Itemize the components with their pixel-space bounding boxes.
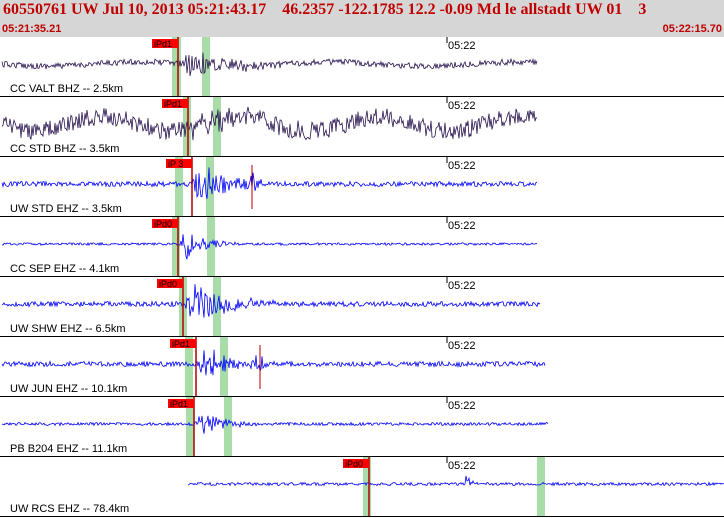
- waveform: [1, 52, 538, 77]
- trace-row: iPd1 05:22 PB B204 EHZ -- 11.1km: [0, 397, 724, 457]
- waveform: [187, 475, 724, 487]
- minute-label: 05:22: [448, 460, 476, 472]
- end-time: 05:22:15.70: [662, 23, 722, 35]
- pick-window-band: [213, 97, 221, 157]
- pick-window-band: [186, 397, 194, 457]
- pick-window-band: [175, 157, 183, 217]
- trace-row: iPd1 05:22 UW JUN EHZ -- 10.1km: [0, 337, 724, 397]
- station-label: UW STD EHZ -- 3.5km: [10, 203, 122, 215]
- station-label: CC VALT BHZ -- 2.5km: [10, 83, 123, 95]
- pick-label: iP 3: [168, 159, 183, 169]
- waveform: [1, 415, 549, 434]
- pick-flag[interactable]: [157, 279, 183, 288]
- pick-flag[interactable]: [152, 219, 178, 228]
- pick-label: iPd1: [154, 39, 172, 49]
- seismogram-panel: iPd1 05:22 CC VALT BHZ -- 2.5km iPd1 05:22 CC…: [0, 37, 724, 517]
- waveform: [1, 234, 538, 260]
- waveform: [1, 106, 538, 141]
- pick-window-band: [183, 97, 191, 157]
- pick-label: iPd0: [154, 219, 172, 229]
- station-label: PB B204 EHZ -- 11.1km: [10, 443, 127, 455]
- pick-window-band: [185, 337, 193, 397]
- minute-label: 05:22: [448, 100, 476, 112]
- trace-row: iP 3 05:22 UW STD EHZ -- 3.5km: [0, 157, 724, 217]
- trace-row: iPd1 05:22 CC STD BHZ -- 3.5km: [0, 97, 724, 157]
- pick-window-band: [172, 217, 180, 277]
- minute-label: 05:22: [448, 280, 476, 292]
- waveform: [1, 284, 541, 318]
- pick-label: iPd0: [159, 279, 177, 289]
- pick-flag[interactable]: [343, 459, 369, 468]
- start-time: 05:21:35.21: [2, 23, 62, 35]
- minute-label: 05:22: [448, 160, 476, 172]
- pick-window-band: [207, 217, 215, 277]
- pick-window-band: [537, 457, 545, 517]
- pick-flag[interactable]: [170, 339, 196, 348]
- pick-label: iPd1: [172, 339, 190, 349]
- waveform: [1, 167, 538, 199]
- station-label: UW SHW EHZ -- 6.5km: [10, 323, 126, 335]
- event-title: 60550761 UW Jul 10, 2013 05:21:43.17 46.…: [3, 1, 647, 18]
- pick-window-band: [220, 337, 228, 397]
- pick-window-band: [172, 37, 181, 97]
- trace-row: iPd0 05:22 UW RCS EHZ -- 78.4km: [0, 457, 724, 517]
- pick-label: iPd0: [345, 459, 363, 469]
- pick-flag[interactable]: [166, 159, 192, 168]
- station-label: CC STD BHZ -- 3.5km: [10, 143, 119, 155]
- pick-flag[interactable]: [162, 99, 188, 108]
- event-header: 60550761 UW Jul 10, 2013 05:21:43.17 46.…: [0, 0, 724, 37]
- pick-window-band: [224, 397, 232, 457]
- waveform: [1, 349, 546, 376]
- station-label: CC SEP EHZ -- 4.1km: [10, 263, 119, 275]
- pick-flag[interactable]: [168, 399, 194, 408]
- pick-window-band: [202, 37, 210, 97]
- pick-window-band: [363, 457, 371, 517]
- pick-flag[interactable]: [152, 39, 178, 48]
- station-label: UW JUN EHZ -- 10.1km: [10, 383, 127, 395]
- minute-label: 05:22: [448, 220, 476, 232]
- station-label: UW RCS EHZ -- 78.4km: [10, 503, 129, 515]
- minute-label: 05:22: [448, 400, 476, 412]
- pick-label: iPd1: [164, 99, 182, 109]
- minute-label: 05:22: [448, 40, 476, 52]
- minute-label: 05:22: [448, 340, 476, 352]
- pick-label: iPd1: [170, 399, 188, 409]
- trace-row: iPd0 05:22 UW SHW EHZ -- 6.5km: [0, 277, 724, 337]
- trace-row: iPd0 05:22 CC SEP EHZ -- 4.1km: [0, 217, 724, 277]
- trace-row: iPd1 05:22 CC VALT BHZ -- 2.5km: [0, 37, 724, 97]
